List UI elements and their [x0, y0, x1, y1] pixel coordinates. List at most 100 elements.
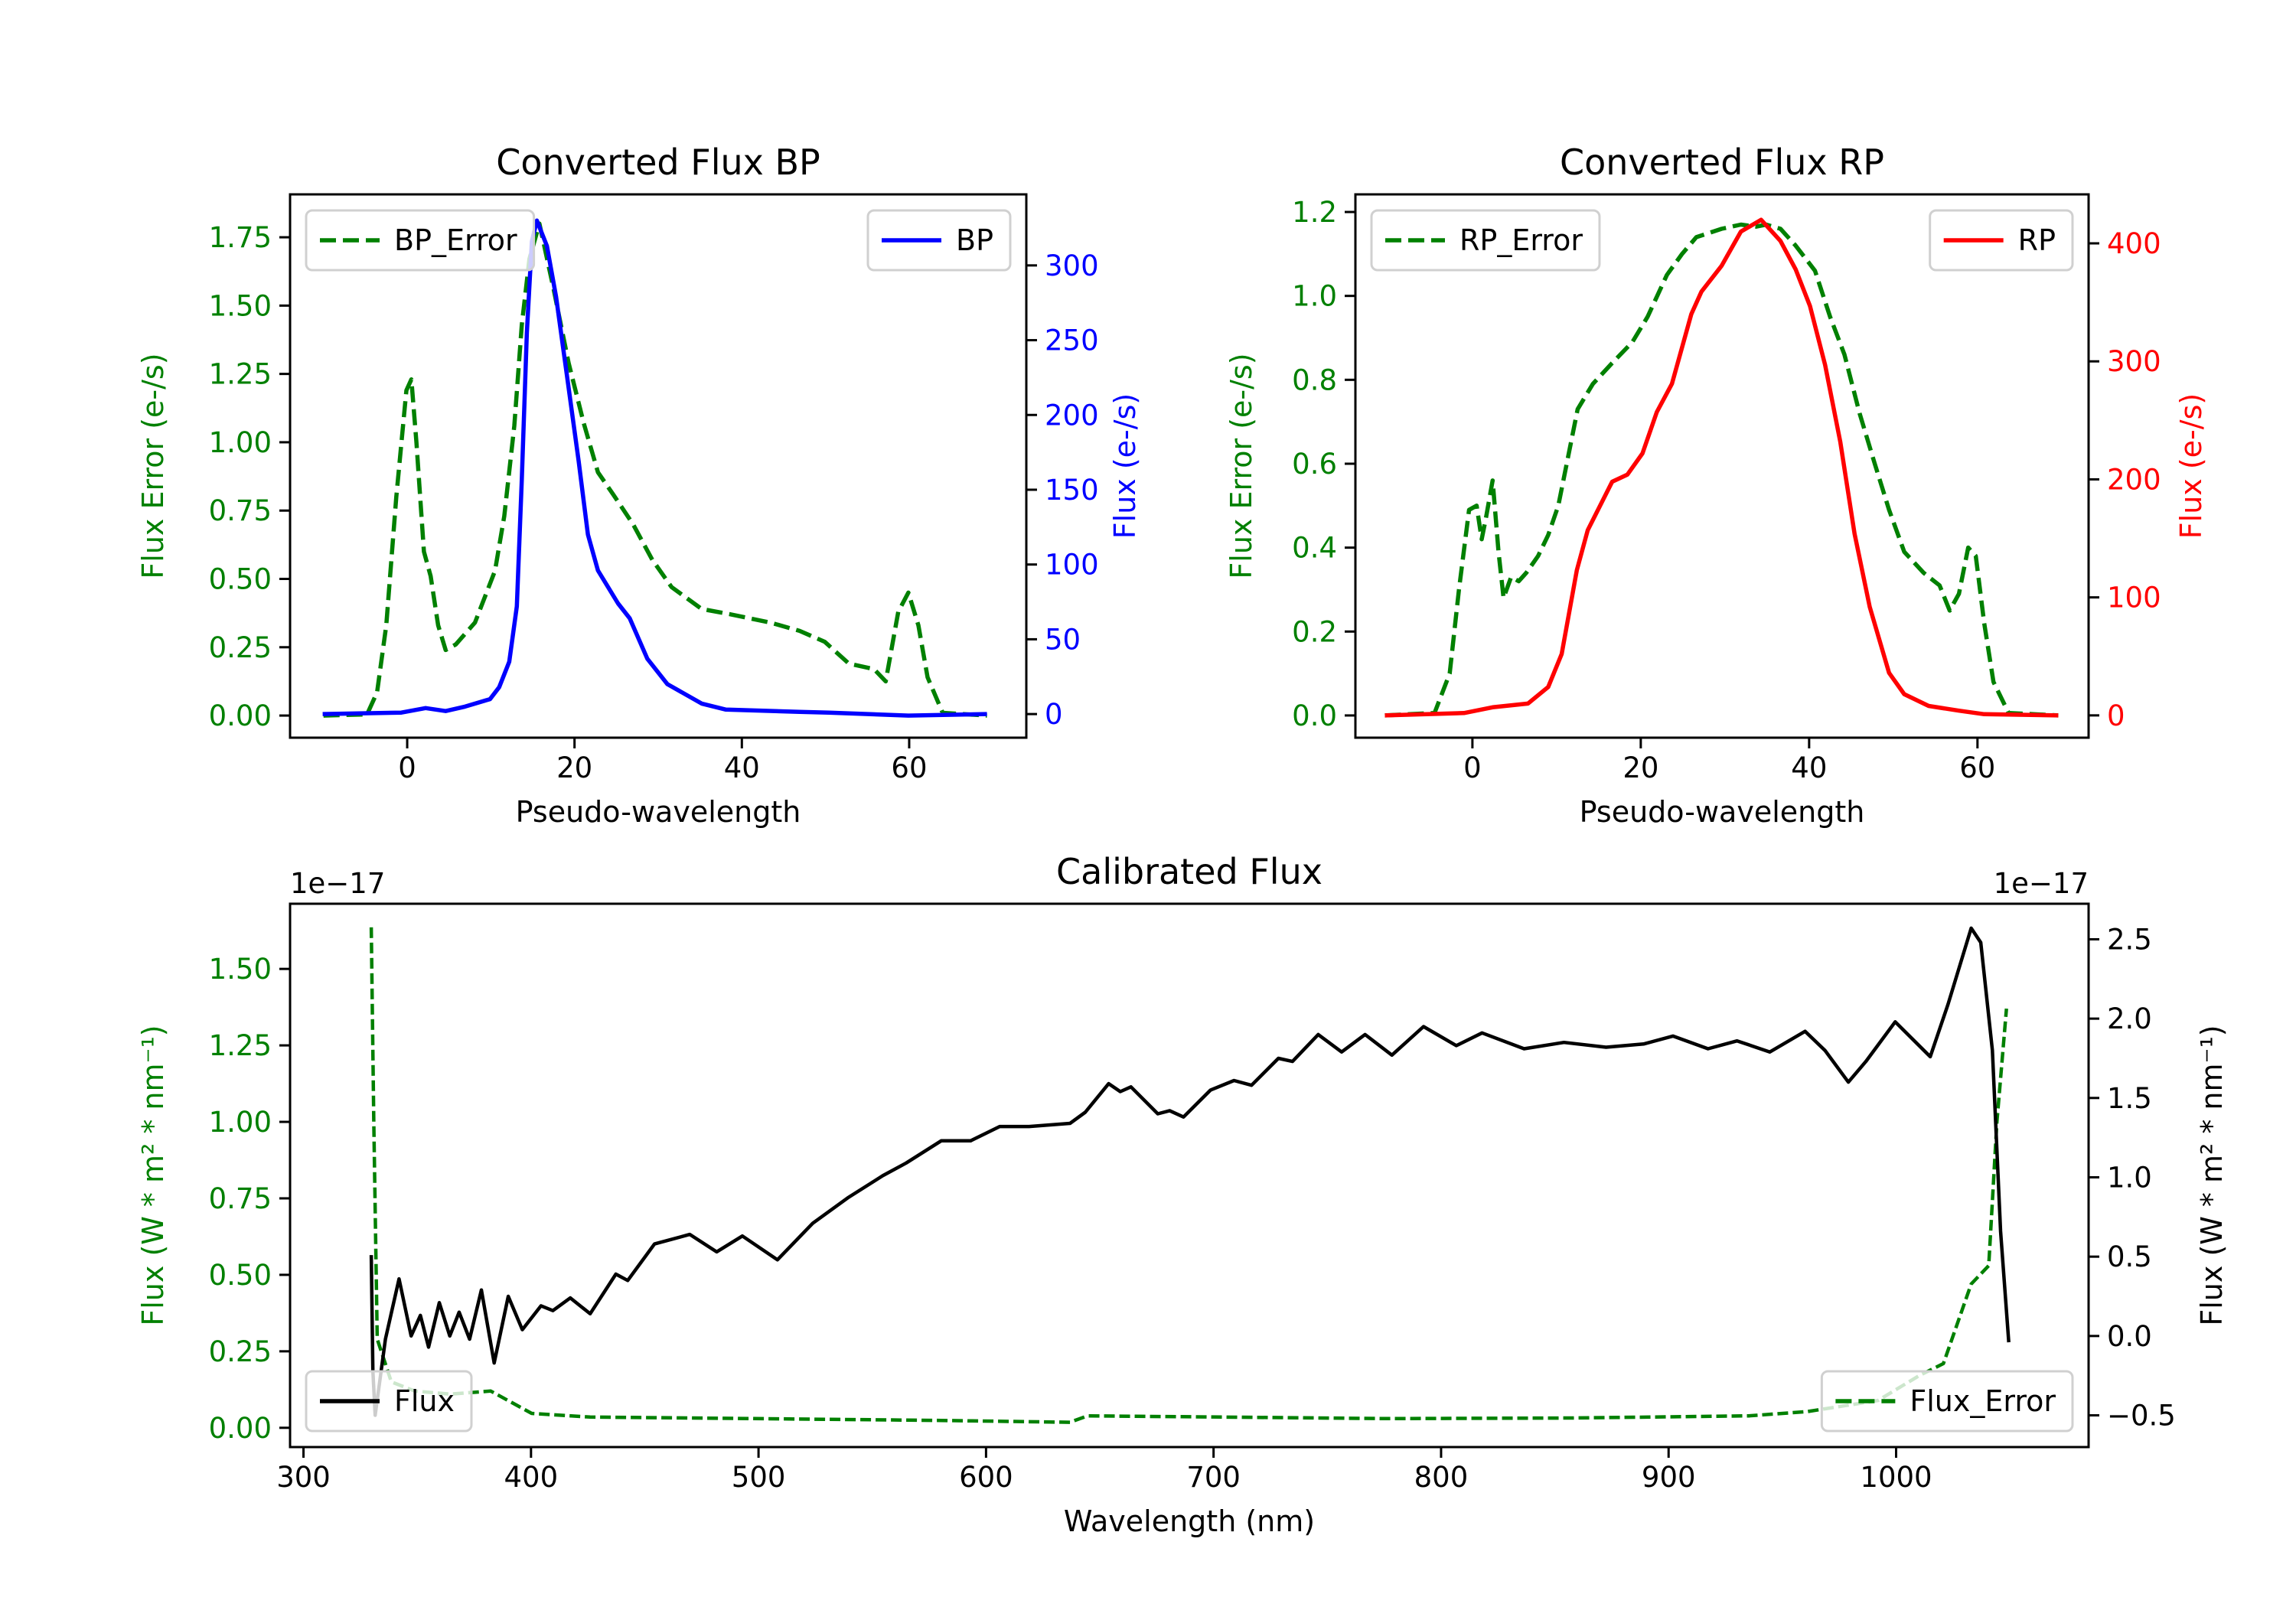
right-y-tick-label: 400: [2107, 227, 2161, 260]
left-y-tick-label: 1.25: [209, 358, 272, 391]
legend-label: Flux_Error: [1910, 1384, 2056, 1418]
x-axis-label: Wavelength (nm): [1064, 1504, 1315, 1538]
left-y-tick-label: 1.75: [209, 221, 272, 254]
x-tick-label: 400: [504, 1461, 559, 1494]
left-y-tick-label: 1.2: [1292, 196, 1337, 229]
left-y-tick-label: 1.0: [1292, 280, 1337, 313]
legend-rp: RP: [1929, 209, 2074, 272]
legend-bp-error: BP_Error: [305, 209, 536, 272]
series-line-bp: [322, 218, 987, 718]
x-tick-label: 900: [1642, 1461, 1696, 1494]
right-y-tick-label: −0.5: [2107, 1400, 2176, 1433]
x-tick-label: 40: [724, 751, 760, 784]
right-y-tick-label: 0: [2107, 699, 2125, 732]
series-line-flux: [369, 926, 2011, 1417]
right-y-tick-label: 100: [1045, 549, 1099, 582]
left-y-tick-label: 1.50: [209, 953, 272, 986]
rp-flux-chart: 0 20 40 60 0.0 0.2 0.4 0.6 0.8 1.0 1.2 0 100 200 300 40…: [1225, 142, 2208, 829]
chart-title: Converted Flux BP: [496, 142, 820, 183]
legend-rp-error: RP_Error: [1370, 209, 1601, 272]
right-y-axis-label: Flux (e-/s): [2174, 393, 2208, 539]
left-y-tick-label: 0.75: [209, 494, 272, 527]
right-y-tick-label: 250: [1045, 324, 1099, 357]
x-tick-label: 800: [1414, 1461, 1469, 1494]
x-tick-label: 300: [276, 1461, 331, 1494]
right-axis-offset-label: 1e−17: [1994, 867, 2089, 900]
chart-title: Calibrated Flux: [1056, 851, 1322, 892]
left-y-tick-label: 0.6: [1292, 448, 1337, 481]
right-y-tick-label: 2.0: [2107, 1002, 2152, 1035]
left-y-axis-label: Flux Error (e-/s): [1225, 353, 1258, 579]
right-y-axis-label: Flux (e-/s): [1108, 393, 1142, 539]
right-y-tick-label: 200: [2107, 463, 2161, 496]
legend-label: Flux: [394, 1384, 455, 1418]
left-y-tick-label: 0.2: [1292, 615, 1337, 648]
x-tick-label: 20: [1623, 751, 1658, 784]
axes-frame: [289, 902, 2090, 1449]
left-y-tick-label: 1.50: [209, 289, 272, 322]
x-tick-label: 600: [959, 1461, 1013, 1494]
left-y-tick-label: 0.00: [209, 699, 272, 732]
right-y-tick-label: 100: [2107, 582, 2161, 614]
calibrated-flux-chart: 300 400 500 600 700 800 900 1000 0.00 0.25 0.50 0.7…: [136, 851, 2229, 1538]
left-y-tick-label: 0.50: [209, 1259, 272, 1292]
right-y-tick-label: 0.0: [2107, 1320, 2152, 1353]
left-y-tick-label: 0.4: [1292, 532, 1337, 565]
x-axis-label: Pseudo-wavelength: [516, 795, 801, 829]
left-y-tick-label: 0.0: [1292, 699, 1337, 732]
right-y-axis-label: Flux (W * m² * nm⁻¹): [2195, 1025, 2229, 1325]
right-y-tick-label: 300: [1045, 249, 1099, 282]
axes-frame: [289, 193, 1028, 739]
x-tick-label: 20: [556, 751, 592, 784]
bp-flux-chart: 0 20 40 60 0.00 0.25 0.50 0.75 1.00 1.25 1.50 1.75 0…: [136, 142, 1142, 829]
legend-box: [1370, 209, 1601, 272]
left-y-tick-label: 0.25: [209, 1335, 272, 1368]
left-y-tick-label: 0.50: [209, 563, 272, 596]
right-y-tick-label: 0: [1045, 698, 1063, 731]
left-y-tick-label: 0.00: [209, 1412, 272, 1445]
legend-flux: Flux: [305, 1370, 473, 1433]
legend-bp: BP: [866, 209, 1012, 272]
legend-label: RP: [2018, 223, 2056, 257]
x-tick-label: 60: [891, 751, 927, 784]
right-y-tick-label: 0.5: [2107, 1240, 2152, 1273]
right-y-tick-label: 300: [2107, 345, 2161, 378]
left-y-axis-label: Flux Error (e-/s): [136, 353, 170, 579]
left-y-tick-label: 0.25: [209, 631, 272, 664]
x-tick-label: 60: [1959, 751, 1995, 784]
x-tick-label: 40: [1791, 751, 1827, 784]
left-y-tick-label: 0.75: [209, 1182, 272, 1215]
right-y-tick-label: 50: [1045, 623, 1081, 656]
left-y-tick-label: 1.25: [209, 1029, 272, 1062]
legend-label: RP_Error: [1459, 223, 1583, 257]
x-tick-label: 700: [1186, 1461, 1241, 1494]
plot-area: [322, 218, 987, 718]
series-line-rp-error: [1384, 222, 2059, 718]
chart-title: Converted Flux RP: [1560, 142, 1884, 183]
x-tick-label: 500: [732, 1461, 786, 1494]
axes-frame: [1354, 193, 2090, 739]
right-y-tick-label: 1.0: [2107, 1161, 2152, 1194]
legend-label: BP_Error: [394, 223, 517, 257]
left-y-tick-label: 1.00: [209, 426, 272, 459]
legend-box: [1820, 1370, 2074, 1433]
plot-area: [1384, 217, 2059, 718]
legend-flux-error: Flux_Error: [1820, 1370, 2074, 1433]
left-y-tick-label: 0.8: [1292, 363, 1337, 396]
x-tick-label: 0: [398, 751, 416, 784]
right-y-tick-label: 150: [1045, 474, 1099, 507]
right-y-tick-label: 1.5: [2107, 1082, 2152, 1115]
x-axis-label: Pseudo-wavelength: [1580, 795, 1865, 829]
series-line-rp: [1384, 217, 2059, 718]
legend-box: [305, 1370, 473, 1433]
left-axis-offset-label: 1e−17: [290, 867, 385, 900]
legend-box: [305, 209, 536, 272]
legend-label: BP: [956, 223, 993, 257]
left-y-axis-label: Flux (W * m² * nm⁻¹): [136, 1025, 170, 1325]
right-y-tick-label: 200: [1045, 399, 1099, 432]
left-y-tick-label: 1.00: [209, 1106, 272, 1139]
right-y-tick-label: 2.5: [2107, 923, 2152, 956]
x-tick-label: 1000: [1860, 1461, 1932, 1494]
x-tick-label: 0: [1463, 751, 1482, 784]
